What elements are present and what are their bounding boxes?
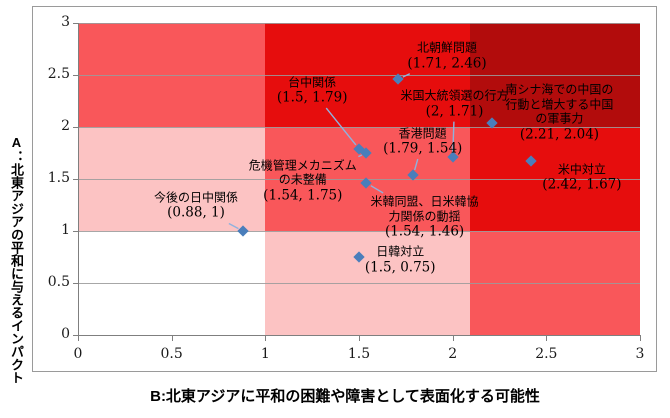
point-label-line: 台中関係 (288, 75, 337, 90)
point-label-line: (1.54, 1.46) (384, 223, 465, 240)
point-label: 南シナ海での中国の 行動と増大する中国 の軍事力 (2.21, 2.04) (505, 83, 613, 142)
point-label-line: (1.5, 0.75) (364, 259, 436, 276)
point-label: 危機管理メカニズム の未整備 (1.54, 1.75) (249, 159, 357, 204)
x-tick-label: 0 (73, 346, 83, 362)
y-axis-title: A：北東アジアの平和に与えるインパクト (9, 135, 24, 384)
x-tick-label: 0.5 (160, 346, 183, 362)
y-tick-label: 1.5 (47, 170, 70, 186)
y-gridline (78, 282, 640, 284)
point-label-line: 北朝鮮問題 (417, 40, 478, 55)
x-axis-line (73, 335, 640, 336)
y-tick-mark (73, 335, 78, 336)
x-tick-label: 2.5 (535, 346, 558, 362)
y-tick-label: 0 (61, 326, 70, 342)
point-label-line: (0.88, 1) (167, 205, 225, 222)
point-label-line: 今後の日中関係 (154, 190, 239, 205)
y-gridline (78, 22, 640, 24)
x-tick-label: 2 (448, 346, 458, 362)
point-label-line: 米韓同盟、日米韓協 (370, 194, 479, 209)
x-tick-mark (640, 335, 641, 341)
y-tick-label: 3 (61, 14, 70, 30)
point-label: 米中対立 (2.42, 1.67) (542, 163, 621, 194)
x-tick-mark (452, 335, 454, 341)
y-tick-mark (73, 283, 78, 284)
point-label: 香港問題 (1.79, 1.54) (383, 126, 462, 157)
point-label-line: の軍事力 (535, 111, 584, 126)
x-tick-label: 1 (260, 346, 270, 362)
y-gridline (78, 178, 640, 180)
y-tick-label: 2.5 (47, 66, 70, 82)
point-label: 米韓同盟、日米韓協 力関係の動揺 (1.54, 1.46) (371, 195, 479, 240)
y-gridline (78, 74, 640, 76)
x-tick-label: 3 (635, 346, 645, 362)
y-tick-mark (73, 179, 78, 180)
point-label-line: 米国大統領選の行方 (400, 88, 509, 103)
point-label: 米国大統領選の行方 (2, 1.71) (401, 89, 509, 120)
point-label-line: (1.5, 1.79) (276, 89, 348, 106)
point-label-line: (2, 1.71) (425, 103, 484, 120)
x-tick-mark (265, 335, 267, 341)
point-label: 北朝鮮問題 (1.71, 2.46) (407, 41, 486, 72)
point-label-line: (1.71, 2.46) (407, 55, 487, 72)
point-label-line: 南シナ海での中国の (505, 82, 614, 97)
point-label-line: (2.42, 1.67) (542, 177, 622, 194)
point-label: 今後の日中関係 (0.88, 1) (154, 191, 238, 222)
x-tick-mark (171, 335, 173, 341)
y-tick-mark (73, 127, 78, 128)
y-tick-mark (73, 23, 78, 24)
y-tick-mark (73, 231, 78, 232)
point-label-line: (1.54, 1.75) (263, 187, 343, 204)
x-tick-label: 1.5 (347, 346, 371, 362)
point-label-line: の未整備 (278, 172, 327, 187)
y-axis-line (78, 23, 79, 341)
point-label-line: 行動と増大する中国 (505, 97, 614, 112)
x-tick-mark (78, 335, 79, 341)
x-axis-title: B:北東アジアに平和の困難や障害として表面化する可能性 (150, 388, 540, 405)
y-tick-label: 2 (61, 118, 70, 134)
x-tick-mark (359, 335, 360, 341)
y-tick-mark (73, 75, 78, 76)
point-label: 台中関係 (1.5, 1.79) (277, 75, 348, 106)
point-label: 日韓対立 (1.5, 0.75) (365, 245, 436, 276)
point-label-line: (1.79, 1.54) (383, 140, 463, 157)
point-label-line: 日韓対立 (376, 244, 425, 259)
point-label-line: 危機管理メカニズム (248, 158, 357, 173)
y-tick-label: 0.5 (47, 274, 70, 290)
point-label-line: 米中対立 (557, 162, 606, 177)
y-gridline (78, 126, 640, 128)
point-label-line: (2.21, 2.04) (519, 125, 600, 142)
y-gridline (78, 230, 640, 232)
x-tick-mark (546, 335, 548, 341)
y-tick-label: 1 (61, 222, 70, 238)
point-label-line: 力関係の動揺 (388, 209, 461, 224)
point-label-line: 香港問題 (398, 126, 447, 141)
